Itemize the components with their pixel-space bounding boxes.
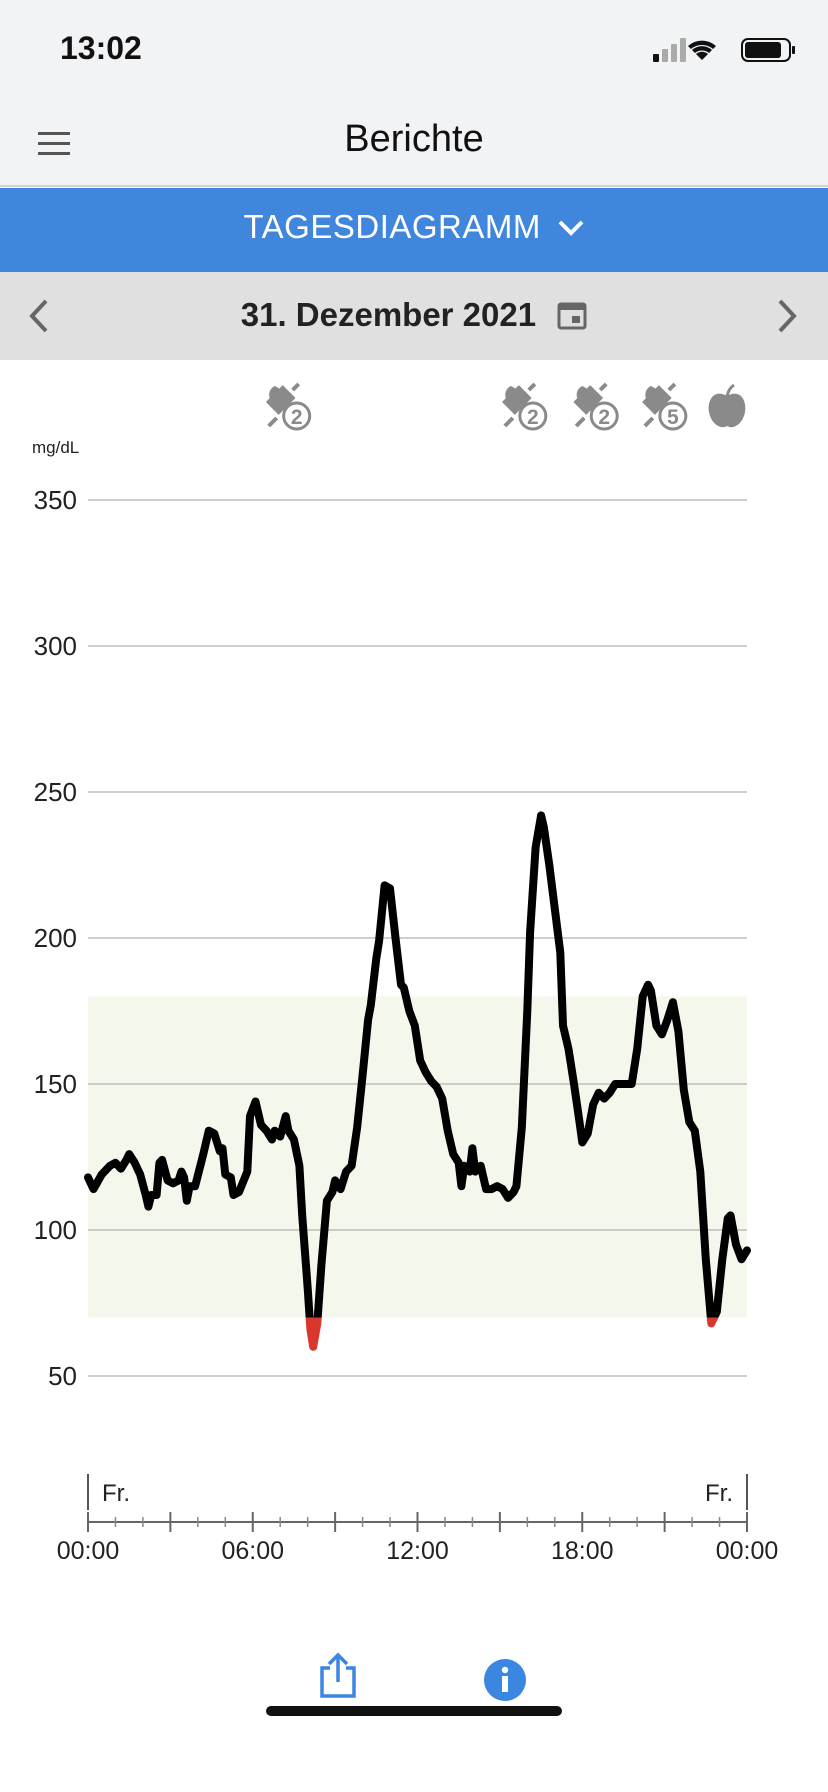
x-tick-label: 12:00 xyxy=(386,1537,449,1565)
y-tick-label: 300 xyxy=(34,631,77,661)
report-selector[interactable]: TAGESDIAGRAMM xyxy=(0,188,828,272)
home-indicator xyxy=(266,1706,562,1716)
insulin-event: 2 xyxy=(265,382,312,431)
dose-badge xyxy=(589,401,619,431)
calendar-icon[interactable] xyxy=(557,300,587,330)
dose-label: 2 xyxy=(527,406,539,429)
x-tick-label: 18:00 xyxy=(551,1537,614,1565)
drop-icon xyxy=(576,386,592,406)
insulin-event: 2 xyxy=(501,382,548,431)
dose-label: 5 xyxy=(667,406,679,429)
info-button[interactable] xyxy=(483,1658,527,1702)
drop-icon xyxy=(269,386,284,406)
unit-label: mg/dL xyxy=(32,438,79,457)
insulin-event: 5 xyxy=(642,382,688,431)
report-name[interactable]: TAGESDIAGRAMM xyxy=(243,208,541,245)
date-label[interactable]: 31. Dezember 2021 xyxy=(0,296,828,334)
drop-icon xyxy=(505,386,520,406)
next-day[interactable] xyxy=(772,298,802,334)
y-tick-label: 350 xyxy=(34,485,77,515)
date-text[interactable]: 31. Dezember 2021 xyxy=(240,296,537,333)
menu-button[interactable] xyxy=(38,130,72,160)
date-bar: 31. Dezember 2021 xyxy=(0,272,828,360)
meal-icon xyxy=(708,383,746,428)
page-title: Berichte xyxy=(344,118,484,160)
x-tick-label: 00:00 xyxy=(57,1537,120,1565)
glucose-line xyxy=(84,811,751,1351)
nav-header: Berichte xyxy=(0,92,828,187)
dose-label: 2 xyxy=(598,406,610,429)
status-bar: 13:02 xyxy=(0,0,828,92)
x-tick-label: 06:00 xyxy=(221,1537,284,1565)
drop-icon xyxy=(645,386,660,406)
day-label: Fr. xyxy=(102,1480,130,1507)
report-label[interactable]: TAGESDIAGRAMM xyxy=(0,208,828,246)
insulin-event: 2 xyxy=(573,382,619,431)
dropdown-arrow[interactable] xyxy=(557,218,585,238)
y-tick-label: 150 xyxy=(34,1069,77,1099)
dose-label: 2 xyxy=(291,406,303,429)
x-tick-label: 00:00 xyxy=(716,1537,779,1565)
daily-chart: mg/dL 50 100 150 200 250 300 350 2 2 2 5 00:00 06:00… xyxy=(32,382,779,1565)
status-icons xyxy=(653,38,795,62)
dose-badge xyxy=(518,401,548,431)
clock: 13:02 xyxy=(60,30,142,66)
y-tick-label: 250 xyxy=(34,777,77,807)
prev-day[interactable] xyxy=(24,298,54,334)
dose-badge xyxy=(658,401,688,431)
share-button[interactable] xyxy=(318,1652,358,1700)
y-tick-label: 100 xyxy=(34,1215,77,1245)
day-label: Fr. xyxy=(705,1480,733,1507)
y-tick-label: 50 xyxy=(48,1361,77,1391)
y-tick-label: 200 xyxy=(34,923,77,953)
dose-badge xyxy=(282,401,312,431)
